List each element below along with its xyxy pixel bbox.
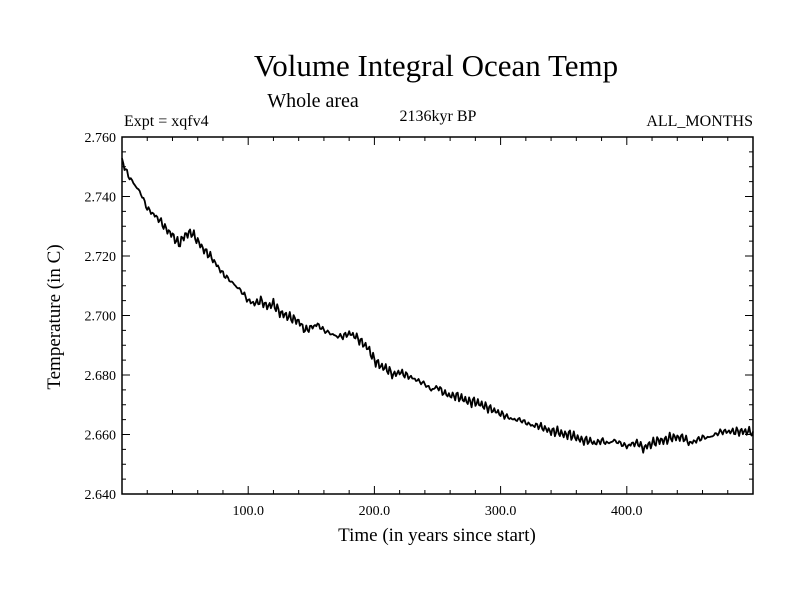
y-tick-label: 2.680 <box>85 369 117 384</box>
chart-title: Volume Integral Ocean Temp <box>254 48 618 83</box>
temperature-series-line <box>121 158 754 454</box>
experiment-label: Expt = xqfv4 <box>124 113 209 130</box>
x-tick-label: 100.0 <box>232 504 264 519</box>
y-tick-label: 2.700 <box>85 310 117 325</box>
period-label: 2136kyr BP <box>400 108 477 125</box>
y-axis-ticks: 2.640 2.660 2.680 2.700 2.720 2.740 2.760 <box>85 131 753 503</box>
y-tick-label: 2.660 <box>85 429 117 444</box>
x-tick-label: 300.0 <box>485 504 517 519</box>
y-tick-label: 2.720 <box>85 250 117 265</box>
months-label: ALL_MONTHS <box>646 113 753 130</box>
x-tick-label: 200.0 <box>359 504 391 519</box>
x-axis-label: Time (in years since start) <box>338 525 536 546</box>
chart-subtitle: Whole area <box>267 90 359 112</box>
y-tick-label: 2.760 <box>85 131 117 146</box>
y-tick-label: 2.740 <box>85 191 117 206</box>
x-axis-ticks: 100.0 200.0 300.0 400.0 <box>146 137 729 519</box>
x-tick-label: 400.0 <box>611 504 643 519</box>
y-axis-label: Temperature (in C) <box>44 244 65 389</box>
y-tick-label: 2.640 <box>85 488 117 503</box>
